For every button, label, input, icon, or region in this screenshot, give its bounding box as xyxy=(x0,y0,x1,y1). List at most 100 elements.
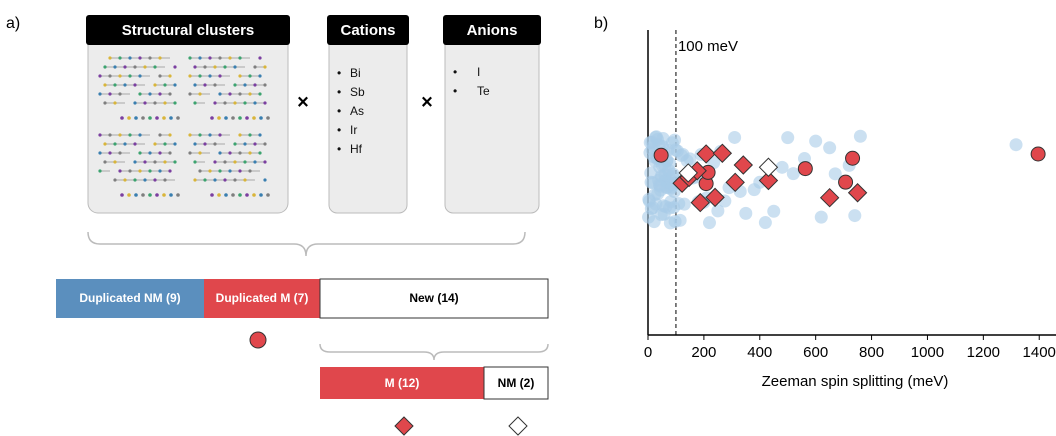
atom xyxy=(158,74,161,77)
x-tick-label: 1000 xyxy=(911,344,944,361)
atom xyxy=(138,151,141,154)
atom xyxy=(258,74,261,77)
atom xyxy=(143,160,146,163)
atom xyxy=(153,101,156,104)
anion: I xyxy=(477,65,480,79)
diamond-point xyxy=(759,158,777,176)
atom xyxy=(155,116,159,120)
circle-point xyxy=(662,164,675,177)
atom xyxy=(123,142,126,145)
atom xyxy=(238,151,241,154)
atom xyxy=(169,193,173,197)
atom xyxy=(243,142,246,145)
atom xyxy=(218,92,221,95)
duplicated-nm-label: Duplicated NM (9) xyxy=(79,291,180,305)
atom xyxy=(169,116,173,120)
atom xyxy=(98,169,101,172)
new-label: New (14) xyxy=(409,291,458,305)
panel-label: a) xyxy=(6,15,20,32)
cation: As xyxy=(350,104,364,118)
atom xyxy=(108,133,111,136)
bullet: • xyxy=(337,66,341,80)
atom xyxy=(228,56,231,59)
x-tick-label: 800 xyxy=(859,344,884,361)
atom xyxy=(238,56,241,59)
atom xyxy=(210,193,214,197)
atom xyxy=(123,65,126,68)
atom xyxy=(103,83,106,86)
atom xyxy=(198,133,201,136)
circle-point xyxy=(728,131,741,144)
atom xyxy=(108,151,111,154)
atom xyxy=(173,83,176,86)
atom xyxy=(228,151,231,154)
atom xyxy=(193,83,196,86)
atom xyxy=(133,178,136,181)
cation: Hf xyxy=(350,142,363,156)
bullet: • xyxy=(453,84,457,98)
atom xyxy=(168,169,171,172)
atom xyxy=(133,83,136,86)
atom xyxy=(248,169,251,172)
atom xyxy=(143,101,146,104)
atom xyxy=(158,151,161,154)
atom xyxy=(138,56,141,59)
atom xyxy=(263,142,266,145)
atom xyxy=(208,56,211,59)
x-tick-label: 1400 xyxy=(1023,344,1056,361)
cations-title: Cations xyxy=(340,22,395,39)
atom xyxy=(103,160,106,163)
atom xyxy=(238,133,241,136)
atom xyxy=(158,169,161,172)
atom xyxy=(173,65,176,68)
circle-point xyxy=(674,214,687,227)
atom xyxy=(173,160,176,163)
atom xyxy=(193,160,196,163)
atom xyxy=(218,169,221,172)
atom xyxy=(253,160,256,163)
cation: Sb xyxy=(350,85,365,99)
atom xyxy=(203,178,206,181)
atom xyxy=(98,151,101,154)
atom xyxy=(134,116,138,120)
duplicated-m-symbol xyxy=(250,332,266,348)
atom xyxy=(188,56,191,59)
brace xyxy=(320,344,548,360)
circle-point xyxy=(654,148,668,162)
atom xyxy=(163,142,166,145)
duplicated-m-label: Duplicated M (7) xyxy=(216,291,309,305)
atom xyxy=(233,178,236,181)
atom xyxy=(223,65,226,68)
atom xyxy=(213,160,216,163)
atom xyxy=(108,56,111,59)
atom xyxy=(128,56,131,59)
atom xyxy=(223,101,226,104)
circle-point xyxy=(703,216,716,229)
atom xyxy=(113,160,116,163)
atom xyxy=(163,160,166,163)
atom xyxy=(218,74,221,77)
atom xyxy=(138,169,141,172)
nm-symbol xyxy=(509,417,527,435)
x-tick-label: 1200 xyxy=(967,344,1000,361)
atom xyxy=(233,142,236,145)
atom xyxy=(238,169,241,172)
atom xyxy=(193,142,196,145)
bullet: • xyxy=(453,65,457,79)
atom xyxy=(163,178,166,181)
annotation: 100 meV xyxy=(678,38,738,55)
atom xyxy=(113,65,116,68)
atom xyxy=(113,101,116,104)
atom xyxy=(259,116,263,120)
m-label: M (12) xyxy=(385,376,420,390)
atom xyxy=(217,193,221,197)
atom xyxy=(127,193,131,197)
atom xyxy=(258,92,261,95)
atom xyxy=(120,116,124,120)
times: × xyxy=(421,91,433,113)
atom xyxy=(188,133,191,136)
atom xyxy=(163,83,166,86)
atom xyxy=(238,193,242,197)
atom xyxy=(168,151,171,154)
